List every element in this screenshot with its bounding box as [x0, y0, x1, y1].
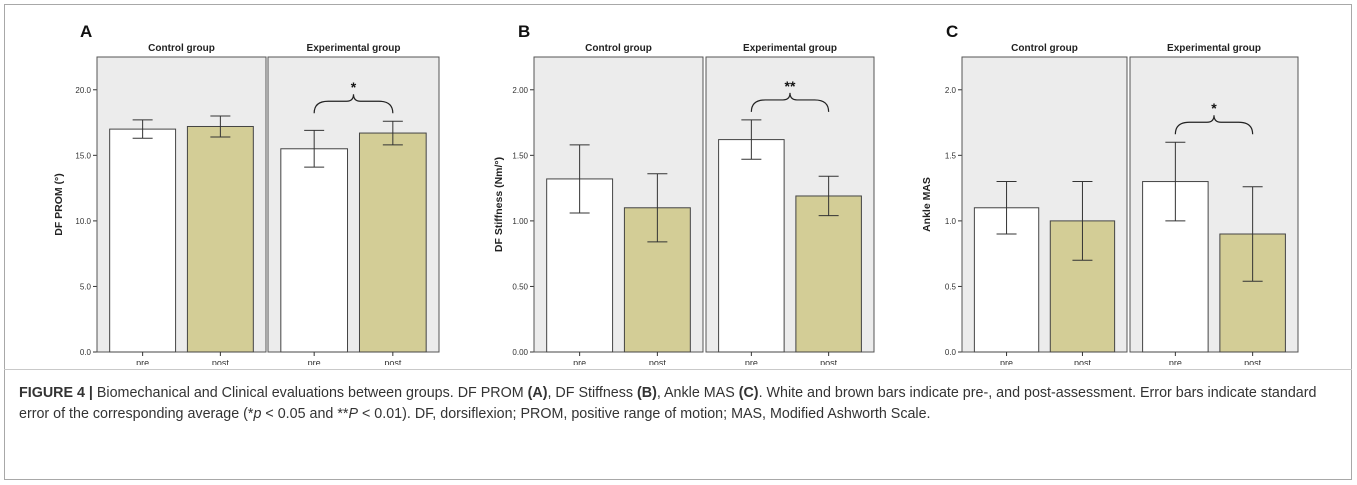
y-axis-label: DF PROM (°) [53, 173, 65, 236]
y-axis-label: DF Stiffness (Nm/°) [493, 157, 505, 252]
x-tick-label: post [1244, 358, 1262, 365]
y-tick-label: 15.0 [75, 151, 91, 160]
x-tick-label: pre [308, 358, 321, 365]
y-tick-label: 0.0 [80, 348, 92, 357]
bar-pre [718, 139, 785, 353]
caption-figure-label: FIGURE 4 | [19, 385, 93, 401]
y-tick-label: 0.00 [512, 348, 528, 357]
group-title: Experimental group [1167, 43, 1261, 54]
caption-mid4: < 0.05 and ** [261, 406, 349, 422]
group-title: Control group [148, 43, 215, 54]
x-tick-label: pre [745, 358, 758, 365]
caption-separator [4, 369, 1352, 370]
y-tick-label: 10.0 [75, 217, 91, 226]
panel-label-b: B [518, 22, 530, 41]
x-tick-label: pre [573, 358, 586, 365]
y-axis-label: Ankle MAS [921, 177, 933, 232]
y-tick-label: 1.00 [512, 217, 528, 226]
significance-marker: ** [785, 78, 796, 94]
caption-mid3: . White and brown bars indicate pre-, an… [19, 385, 1317, 422]
caption-p2: P [348, 406, 358, 422]
figure-frame [4, 4, 1352, 480]
x-tick-label: pre [1169, 358, 1182, 365]
panel-label-a: A [80, 22, 92, 41]
bar-post [358, 132, 427, 353]
bar-post [186, 125, 254, 353]
figure-caption: FIGURE 4 | Biomechanical and Clinical ev… [19, 383, 1319, 425]
y-tick-label: 1.5 [945, 151, 957, 160]
significance-marker: * [351, 79, 357, 95]
y-tick-label: 0.5 [945, 282, 957, 291]
caption-ref-a: (A) [527, 385, 548, 401]
group-title: Control group [585, 43, 652, 54]
significance-marker: * [1211, 100, 1217, 116]
caption-mid2: , Ankle MAS [656, 385, 739, 401]
panel-label-c: C [946, 22, 958, 41]
group-title: Experimental group [743, 43, 837, 54]
group-title: Control group [1011, 43, 1078, 54]
y-tick-label: 20.0 [75, 86, 91, 95]
y-tick-label: 1.0 [945, 217, 957, 226]
x-tick-label: pre [1000, 358, 1013, 365]
caption-intro: Biomechanical and Clinical evaluations b… [92, 385, 528, 401]
y-tick-label: 2.00 [512, 86, 528, 95]
x-tick-label: post [820, 358, 838, 365]
y-tick-label: 0.50 [512, 282, 528, 291]
y-tick-label: 1.50 [512, 151, 528, 160]
caption-p1: p [253, 406, 262, 422]
figure-panels: A DF PROM (°) 0.0 5.0 10.0 15.0 20.0 Control gr… [53, 22, 1299, 365]
caption-end: < 0.01). DF, dorsiflexion; PROM, positiv… [358, 406, 931, 422]
caption-mid1: , DF Stiffness [547, 385, 637, 401]
y-tick-label: 5.0 [80, 282, 92, 291]
bar-post [795, 195, 862, 353]
caption-ref-b: (B) [637, 385, 657, 401]
x-tick-label: post [384, 358, 402, 365]
bar-pre [280, 148, 349, 353]
x-tick-label: post [212, 358, 230, 365]
y-tick-label: 2.0 [945, 86, 957, 95]
bar-pre [109, 128, 177, 353]
x-tick-label: post [1074, 358, 1092, 365]
caption-ref-c: (C) [738, 385, 759, 401]
x-tick-label: pre [136, 358, 149, 365]
group-title: Experimental group [307, 43, 401, 54]
x-tick-label: post [649, 358, 667, 365]
y-tick-label: 0.0 [945, 348, 957, 357]
